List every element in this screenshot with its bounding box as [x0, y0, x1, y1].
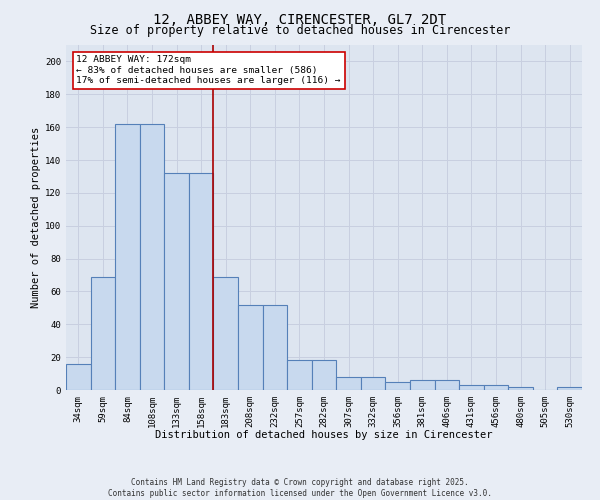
Bar [410, 380, 434, 390]
Text: 12 ABBEY WAY: 172sqm
← 83% of detached houses are smaller (586)
17% of semi-deta: 12 ABBEY WAY: 172sqm ← 83% of detached h… [76, 56, 341, 85]
Bar [91, 276, 115, 390]
Bar [189, 173, 214, 390]
Bar [140, 124, 164, 390]
Bar [361, 377, 385, 390]
Bar [312, 360, 336, 390]
Bar [214, 276, 238, 390]
Bar [164, 173, 189, 390]
Bar [459, 385, 484, 390]
Text: Size of property relative to detached houses in Cirencester: Size of property relative to detached ho… [90, 24, 510, 37]
Bar [263, 304, 287, 390]
Y-axis label: Number of detached properties: Number of detached properties [31, 127, 41, 308]
Bar [287, 360, 312, 390]
Bar [557, 386, 582, 390]
Text: Contains HM Land Registry data © Crown copyright and database right 2025.
Contai: Contains HM Land Registry data © Crown c… [108, 478, 492, 498]
Bar [238, 304, 263, 390]
Bar [336, 377, 361, 390]
Bar [385, 382, 410, 390]
Bar [434, 380, 459, 390]
Bar [66, 364, 91, 390]
X-axis label: Distribution of detached houses by size in Cirencester: Distribution of detached houses by size … [155, 430, 493, 440]
Bar [484, 385, 508, 390]
Bar [115, 124, 140, 390]
Text: 12, ABBEY WAY, CIRENCESTER, GL7 2DT: 12, ABBEY WAY, CIRENCESTER, GL7 2DT [154, 12, 446, 26]
Bar [508, 386, 533, 390]
